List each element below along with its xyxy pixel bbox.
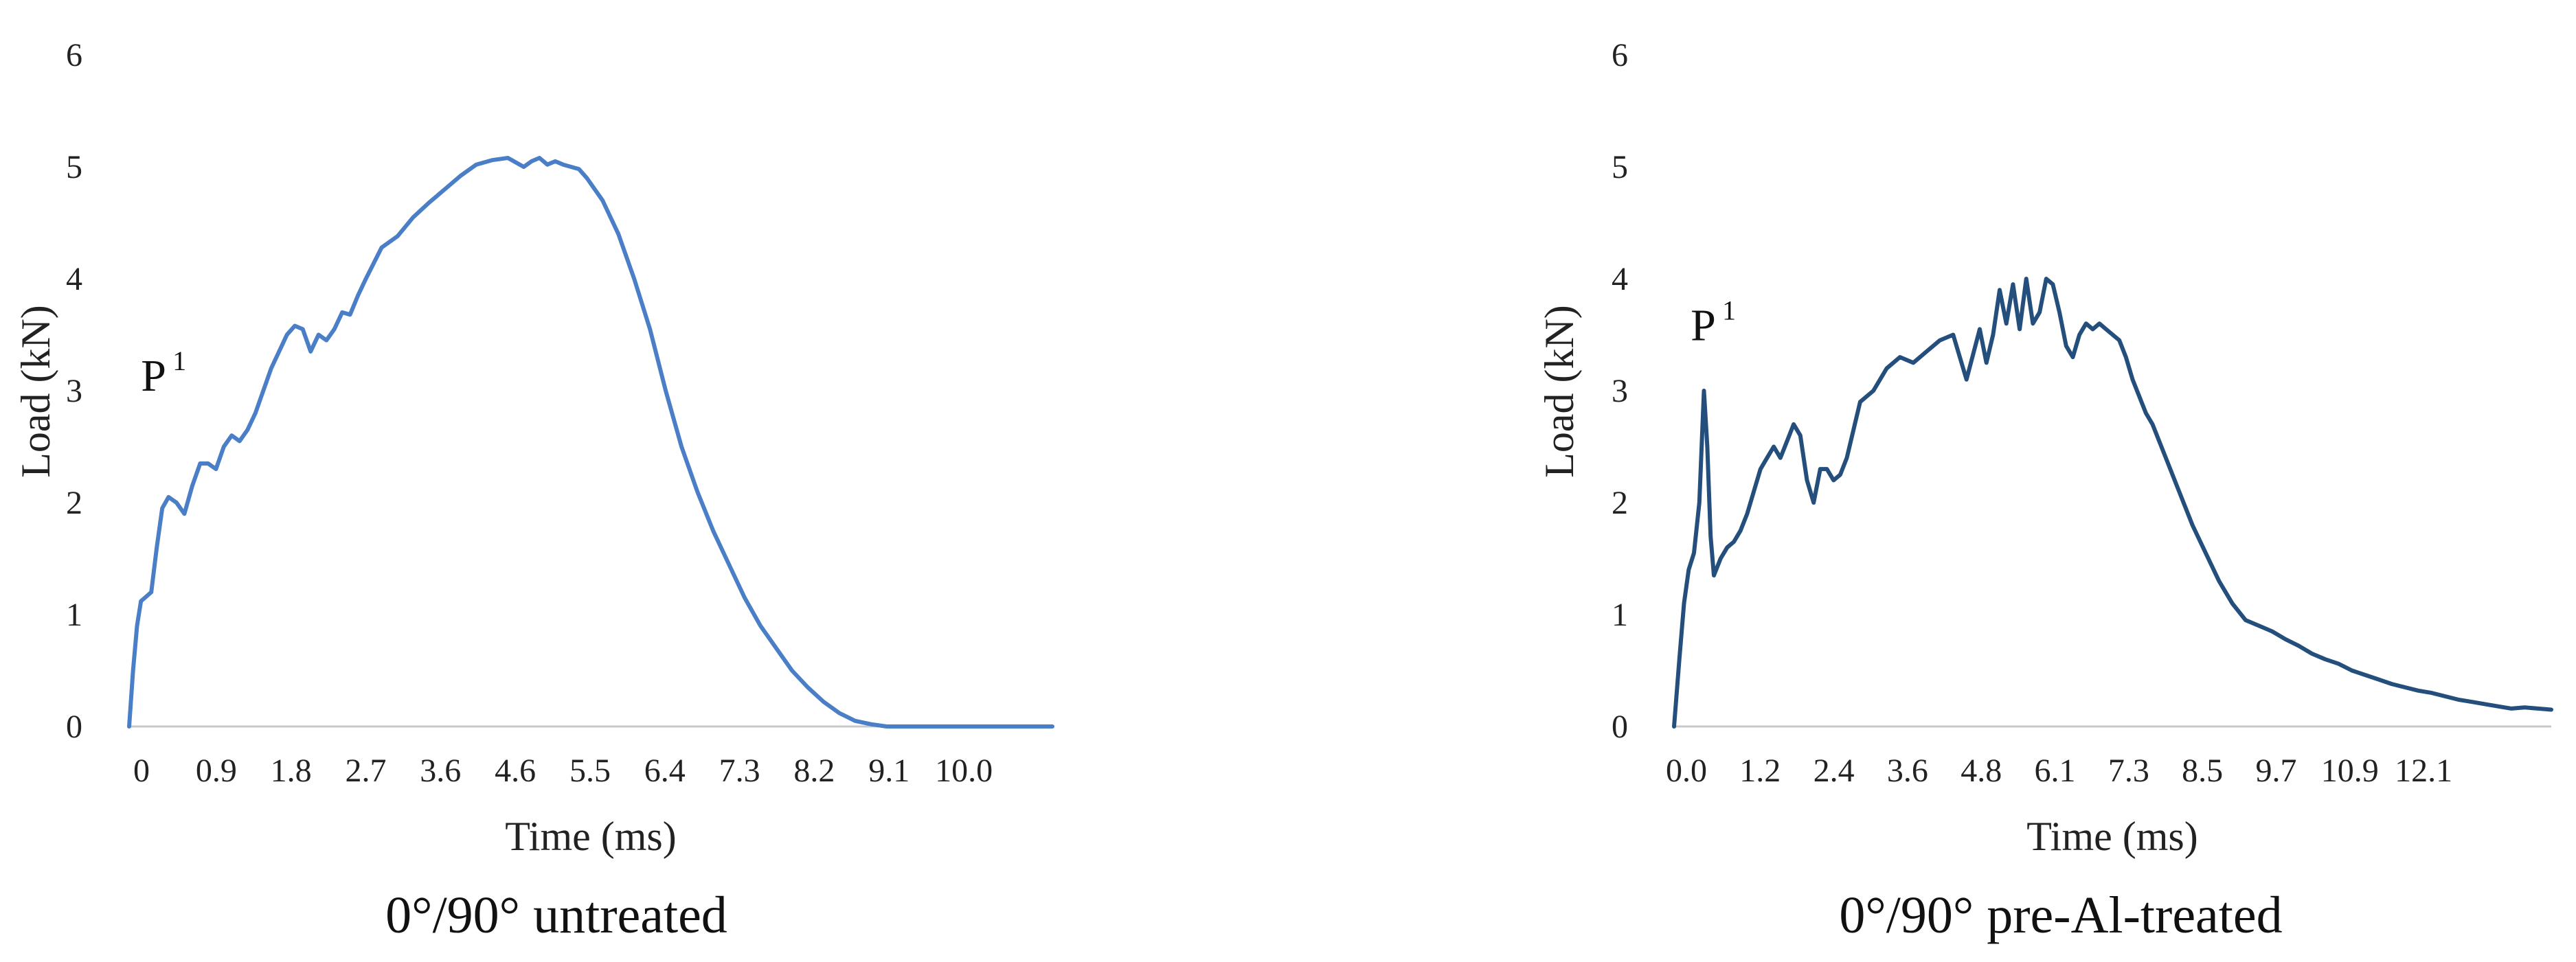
x-tick-label: 1.8 [271, 753, 312, 789]
y-tick-label: 2 [66, 485, 82, 521]
x-tick-label: 7.3 [2108, 753, 2149, 789]
y-tick-label: 0 [66, 709, 82, 745]
chart-caption: 0°/90° pre-Al-treated [1839, 886, 2282, 944]
x-tick-label: 8.2 [793, 753, 835, 789]
x-tick-label: 4.6 [495, 753, 536, 789]
y-tick-label: 1 [1612, 597, 1628, 633]
annotation-superscript: 1 [1722, 295, 1736, 326]
x-tick-label: 1.2 [1739, 753, 1781, 789]
x-tick-label: 6.4 [644, 753, 686, 789]
y-tick-label: 0 [1612, 709, 1628, 745]
y-tick-label: 2 [1612, 485, 1628, 521]
x-tick-label: 7.3 [719, 753, 760, 789]
x-tick-label: 9.7 [2255, 753, 2296, 789]
y-axis-title: Load (kN) [1537, 305, 1582, 478]
x-tick-label: 9.1 [868, 753, 909, 789]
y-tick-label: 6 [1612, 37, 1628, 73]
x-tick-label: 0 [133, 753, 150, 789]
y-tick-label: 6 [66, 37, 82, 73]
y-tick-label: 1 [66, 597, 82, 633]
x-tick-label: 3.6 [1887, 753, 1928, 789]
y-tick-label: 3 [1612, 373, 1628, 409]
x-tick-label: 2.4 [1814, 753, 1855, 789]
x-tick-label: 4.8 [1961, 753, 2002, 789]
x-tick-label: 12.1 [2395, 753, 2452, 789]
x-tick-label: 8.5 [2182, 753, 2223, 789]
x-tick-label: 0.0 [1666, 753, 1707, 789]
y-tick-label: 5 [66, 149, 82, 185]
x-axis-title: Time (ms) [505, 814, 677, 859]
y-tick-label: 5 [1612, 149, 1628, 185]
chart-caption: 0°/90° untreated [385, 886, 727, 944]
y-tick-label: 4 [1612, 261, 1628, 297]
y-tick-label: 3 [66, 373, 82, 409]
x-tick-label: 6.1 [2035, 753, 2076, 789]
y-axis-title: Load (kN) [13, 305, 58, 478]
x-tick-label: 10.9 [2321, 753, 2379, 789]
series-line [127, 156, 1054, 729]
annotation-superscript: 1 [172, 345, 186, 376]
x-axis-title: Time (ms) [2026, 814, 2198, 859]
x-tick-label: 0.9 [196, 753, 237, 789]
x-tick-label: 2.7 [345, 753, 386, 789]
annotation-label: P [141, 351, 166, 401]
x-tick-label: 3.6 [420, 753, 461, 789]
x-tick-label: 5.5 [569, 753, 611, 789]
x-tick-label: 10.0 [935, 753, 993, 789]
chart-pre-al-treated: 0 1 2 3 4 5 6 0.0 1.2 2.4 3.6 4.8 6.1 7.3 8.5 9.7 10.9 12… [1537, 37, 2553, 944]
series-line [1672, 277, 2553, 729]
annotation-label: P [1691, 301, 1716, 351]
y-tick-label: 4 [66, 261, 82, 297]
